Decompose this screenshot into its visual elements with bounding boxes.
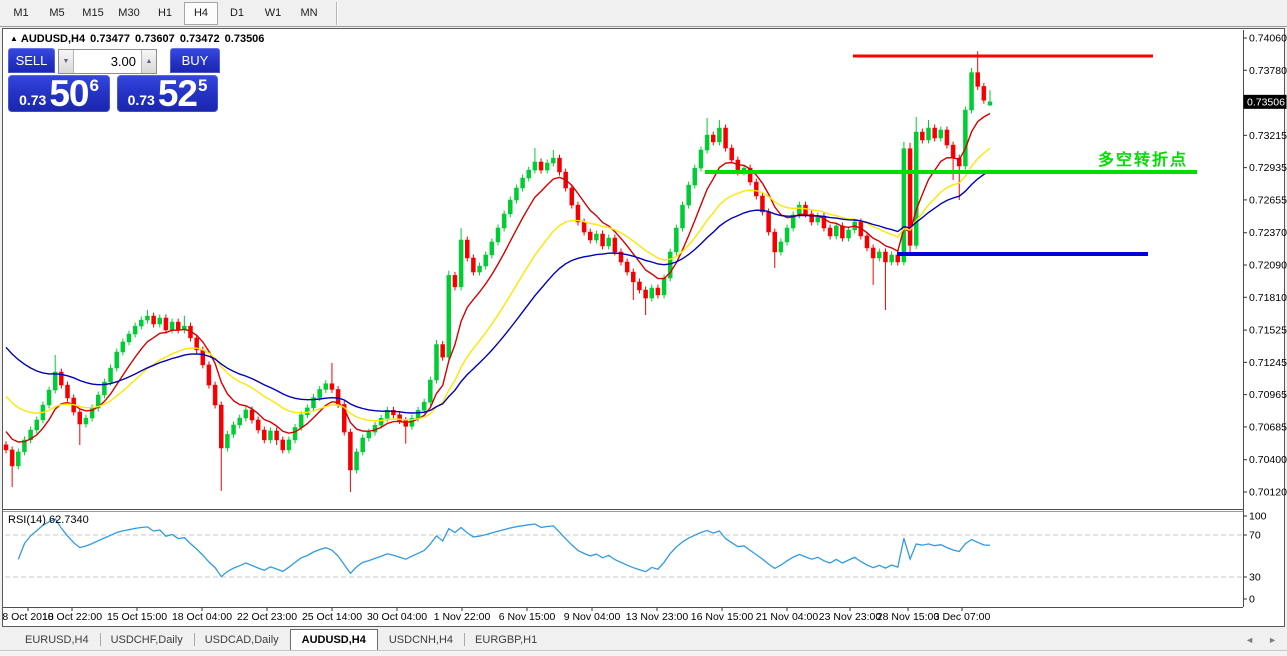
status-bar (0, 650, 1287, 656)
tab-usdcad-daily[interactable]: USDCAD,Daily (193, 629, 290, 650)
timeframe-button-m30[interactable]: M30 (118, 7, 140, 19)
bar-low: 0.73472 (179, 33, 220, 45)
sell-pipette: 6 (89, 76, 99, 95)
tab-audusd-h4[interactable]: AUDUSD,H4 (289, 629, 378, 650)
one-click-trading-panel: SELL ▼ ▲ BUY 0.73 50 6 0.73 52 5 (8, 48, 220, 112)
timeframe-button-h4[interactable]: H4 (184, 1, 218, 25)
tab-eurgbp-h1[interactable]: EURGBP,H1 (464, 629, 548, 650)
pivot-annotation-text[interactable]: 多空转折点 (1098, 152, 1189, 169)
toolbar-separator (336, 1, 337, 25)
symbol-marker-icon: ▲ (10, 34, 18, 43)
buy-pipette: 5 (197, 76, 208, 95)
volume-input[interactable] (74, 50, 141, 73)
timeframe-button-d1[interactable]: D1 (229, 7, 245, 19)
chart-symbol: AUDUSD,H4 (20, 33, 86, 45)
rsi-indicator-label: RSI(14) 62.7340 (8, 514, 89, 526)
chart-title: ▲ AUDUSD,H4 0.73477 0.73607 0.73472 0.735… (10, 33, 266, 45)
timeframe-button-m1[interactable]: M1 (13, 7, 29, 19)
tab-usdchf-daily[interactable]: USDCHF,Daily (99, 629, 194, 650)
buy-big-figure: 0.73 (127, 92, 155, 108)
timeframe-button-h1[interactable]: H1 (157, 7, 173, 19)
chart-area[interactable] (2, 28, 1285, 627)
tab-scroll-controls: ◄ ► (1231, 629, 1287, 650)
sell-pips: 50 (49, 73, 89, 114)
sell-price-tile[interactable]: 0.73 50 6 (8, 75, 110, 112)
chevron-down-icon: ▼ (62, 58, 70, 65)
symbol-tab-bar: EURUSD,H4 USDCHF,Daily USDCAD,Daily AUDU… (0, 629, 1287, 650)
tab-eurusd-h4[interactable]: EURUSD,H4 (25, 633, 89, 646)
buy-pips: 52 (157, 73, 198, 114)
bar-open: 0.73477 (90, 33, 130, 45)
volume-decrease-button[interactable]: ▼ (59, 50, 74, 73)
tab-scroll-right-icon[interactable]: ► (1268, 634, 1277, 645)
volume-increase-button[interactable]: ▲ (141, 50, 156, 73)
volume-stepper: ▼ ▲ (58, 49, 157, 74)
buy-price-tile[interactable]: 0.73 52 5 (117, 75, 218, 112)
timeframe-button-m15[interactable]: M15 (82, 7, 104, 19)
sell-button[interactable]: SELL (8, 48, 55, 73)
tab-scroll-left-icon[interactable]: ◄ (1245, 634, 1255, 645)
buy-button[interactable]: BUY (170, 48, 220, 73)
chevron-up-icon: ▲ (145, 58, 153, 65)
bar-close: 0.73506 (224, 33, 265, 45)
timeframe-button-mn[interactable]: MN (300, 7, 318, 19)
timeframe-button-m5[interactable]: M5 (49, 7, 65, 19)
timeframe-button-w1[interactable]: W1 (264, 7, 282, 19)
bar-high: 0.73607 (135, 33, 175, 45)
timeframe-toolbar: M1 M5 M15 M30 H1 H4 D1 W1 MN (0, 0, 1287, 27)
sell-big-figure: 0.73 (19, 92, 47, 108)
tab-usdcnh-h4[interactable]: USDCNH,H4 (388, 633, 454, 646)
